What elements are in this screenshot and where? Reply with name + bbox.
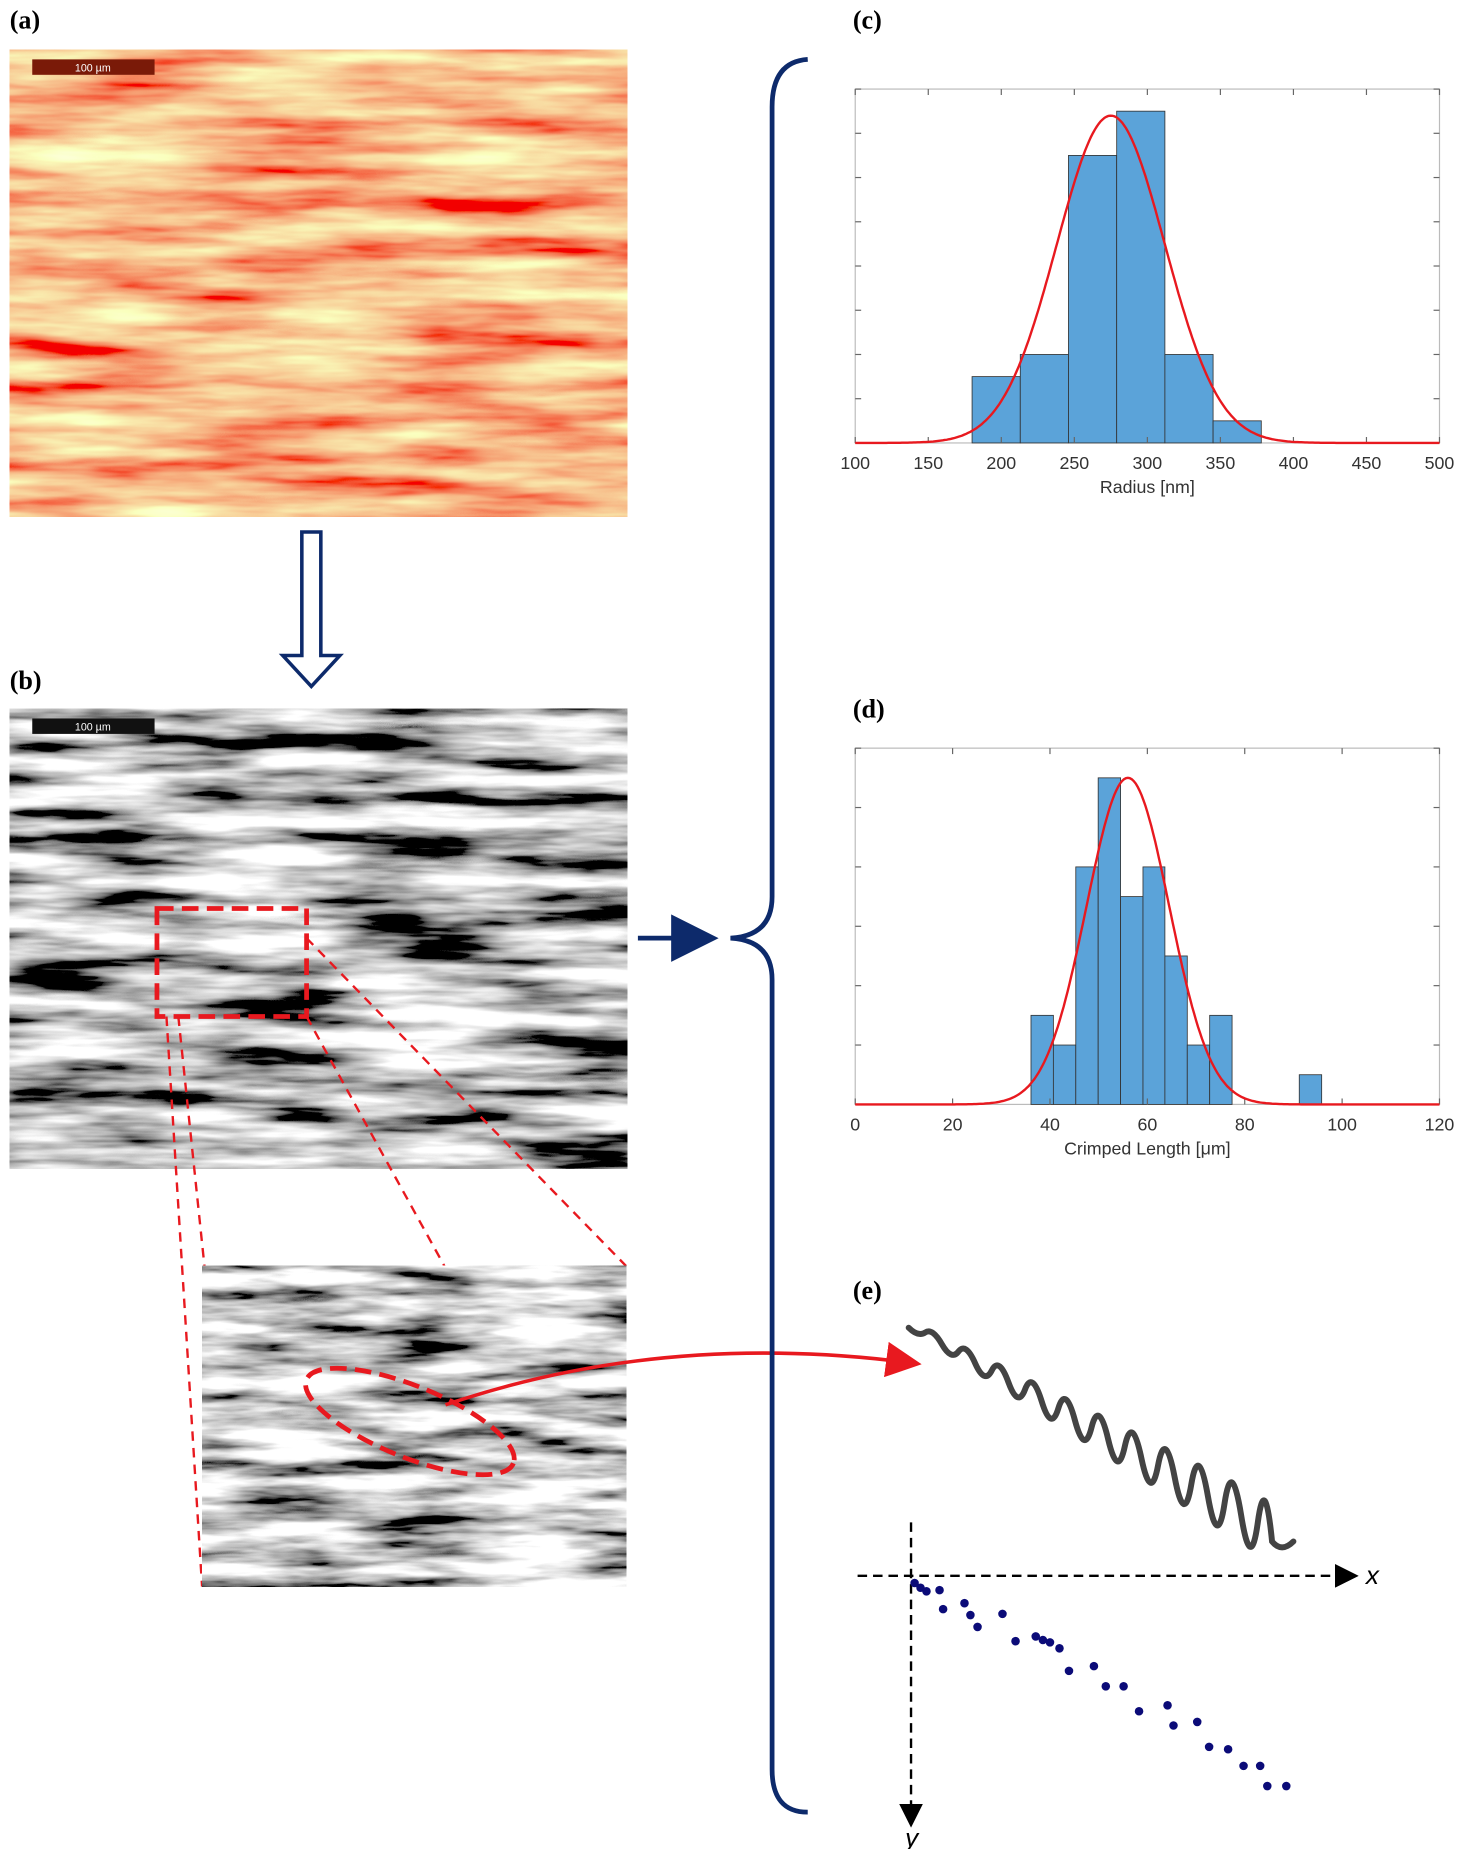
- bar: [1052, 1044, 1077, 1105]
- bar: [1164, 354, 1214, 444]
- fit-curve: [855, 114, 1440, 445]
- x-tick-label: 0: [850, 1115, 860, 1135]
- point: [1282, 1781, 1291, 1791]
- bar: [1142, 866, 1166, 1105]
- x-tick-label: 300: [1133, 453, 1163, 473]
- bar: [1298, 1074, 1323, 1105]
- point: [1031, 1632, 1041, 1641]
- x-tick-label: 60: [1137, 1115, 1157, 1135]
- brace: [730, 57, 808, 1815]
- point: [966, 1610, 975, 1620]
- point: [1255, 1761, 1265, 1771]
- bar: [1097, 777, 1121, 1105]
- x-tick-label: 40: [1040, 1115, 1060, 1135]
- point: [1163, 1701, 1172, 1710]
- bar: [1116, 110, 1166, 444]
- x-tick-label: 20: [943, 1115, 963, 1135]
- point: [1134, 1706, 1144, 1716]
- micrograph: [9, 49, 628, 517]
- point: [1223, 1744, 1233, 1754]
- x-tick-label: 80: [1235, 1115, 1255, 1135]
- x-axis-label: x: [1364, 1560, 1380, 1590]
- point: [1169, 1721, 1178, 1730]
- bar: [1209, 1014, 1233, 1105]
- point: [1055, 1644, 1064, 1653]
- point: [1192, 1717, 1202, 1727]
- panel-label: (c): [853, 6, 882, 35]
- bar: [1186, 1044, 1211, 1105]
- selection-ellipse: [303, 1365, 517, 1478]
- panel-label: (a): [10, 6, 40, 35]
- micrograph: [9, 708, 628, 1169]
- x-tick-label: 200: [986, 453, 1016, 473]
- x-tick-label: 120: [1425, 1115, 1455, 1135]
- fiber-trace: [905, 1324, 1297, 1551]
- point: [1101, 1682, 1111, 1691]
- bar: [1164, 955, 1188, 1105]
- scale-bar-label: 100 µm: [75, 62, 111, 74]
- x-tick-label: 400: [1279, 453, 1309, 473]
- fit-curve: [855, 776, 1440, 1106]
- point: [1204, 1742, 1214, 1752]
- x-axis-label: Crimped Length [μm]: [1064, 1138, 1231, 1158]
- inset-micrograph: [202, 1265, 627, 1587]
- panel-label: (e): [853, 1276, 882, 1305]
- x-tick-label: 450: [1352, 453, 1382, 473]
- scale-bar-label: 100 µm: [75, 721, 111, 733]
- point: [1045, 1638, 1055, 1647]
- zoom-box: [154, 906, 309, 1019]
- point: [960, 1598, 969, 1608]
- bar: [1030, 1014, 1054, 1105]
- x-axis-label: Radius [nm]: [1100, 477, 1195, 497]
- point: [1119, 1682, 1128, 1691]
- point: [1089, 1661, 1099, 1671]
- panel-label: (d): [853, 694, 885, 723]
- point: [998, 1609, 1007, 1619]
- scale-bar: [32, 59, 155, 75]
- link-arrow: [444, 1341, 922, 1407]
- scale-bar: [32, 718, 155, 734]
- point: [1064, 1666, 1074, 1676]
- point: [935, 1585, 944, 1595]
- x-tick-label: 250: [1059, 453, 1089, 473]
- zoom-lines: [165, 937, 627, 1587]
- bar: [1120, 896, 1144, 1105]
- point: [922, 1587, 931, 1596]
- x-tick-label: 500: [1425, 453, 1455, 473]
- point: [1011, 1636, 1020, 1646]
- point: [1239, 1761, 1248, 1771]
- x-tick-label: 100: [840, 453, 870, 473]
- process-arrow: [278, 530, 344, 690]
- panel-label: (b): [10, 666, 42, 695]
- x-tick-label: 150: [913, 453, 943, 473]
- y-axis-label: y: [903, 1823, 920, 1849]
- x-tick-label: 350: [1206, 453, 1236, 473]
- point: [938, 1604, 948, 1614]
- point: [1038, 1635, 1048, 1645]
- point: [910, 1578, 919, 1588]
- bar: [1019, 354, 1069, 444]
- bar: [1068, 155, 1118, 444]
- point: [1263, 1781, 1272, 1791]
- point: [973, 1622, 982, 1632]
- x-tick-label: 100: [1327, 1115, 1357, 1135]
